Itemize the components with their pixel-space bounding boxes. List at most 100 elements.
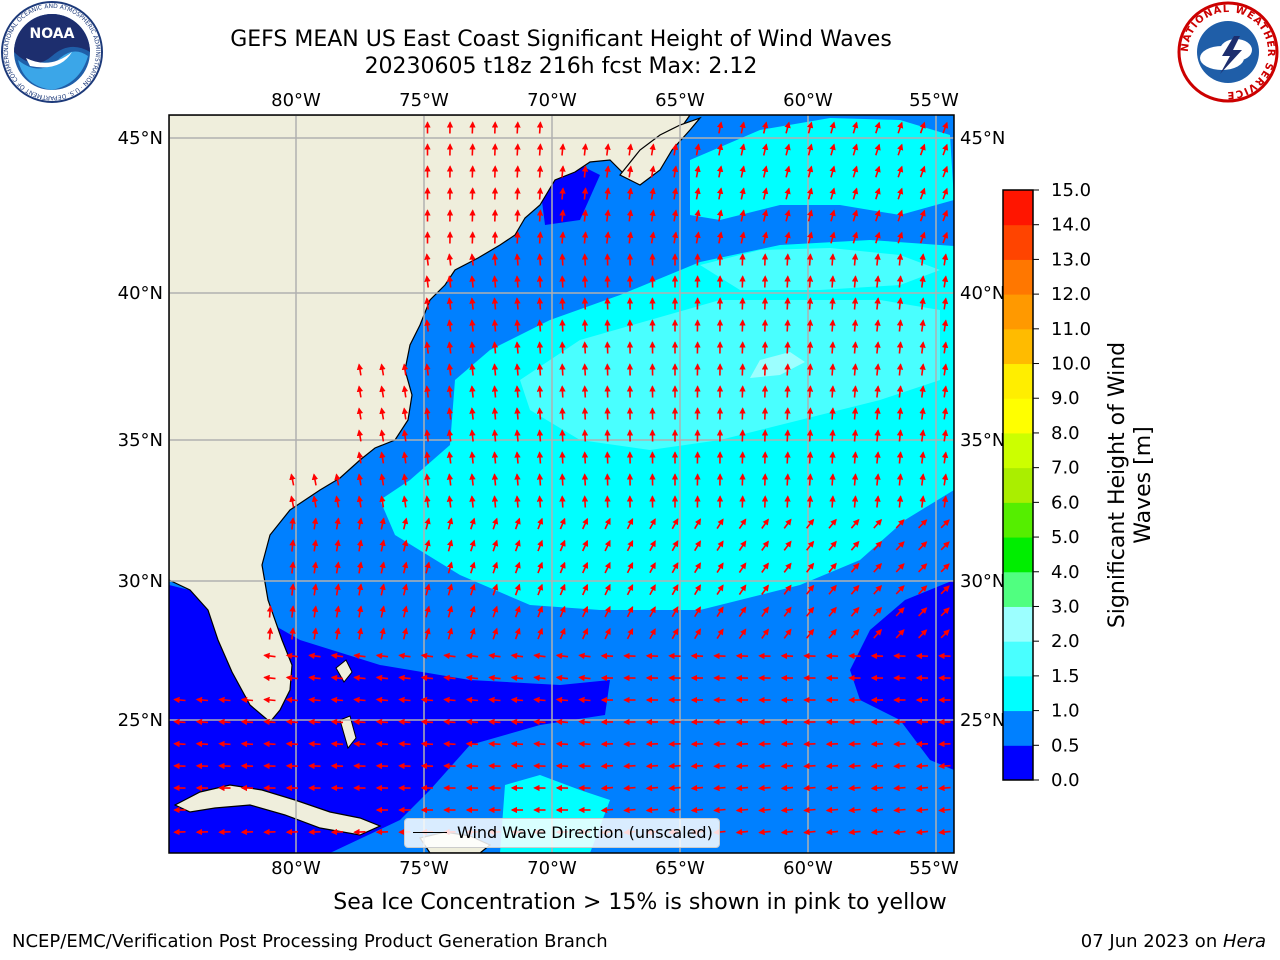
wind-wave-arrow bbox=[805, 518, 815, 529]
wind-wave-arrow bbox=[758, 806, 771, 814]
wind-wave-arrow bbox=[941, 297, 949, 310]
wind-wave-arrow bbox=[895, 541, 905, 551]
colorbar-tick-label: 3.0 bbox=[1051, 596, 1080, 617]
wind-wave-arrow bbox=[739, 187, 746, 200]
wind-wave-arrow bbox=[780, 828, 794, 836]
wind-wave-arrow bbox=[874, 385, 881, 398]
wind-wave-arrow bbox=[806, 363, 814, 376]
wind-wave-arrow bbox=[716, 143, 724, 156]
wind-wave-arrow bbox=[465, 674, 479, 682]
wind-wave-arrow bbox=[694, 518, 701, 530]
wind-wave-arrow bbox=[694, 628, 701, 640]
wind-wave-arrow bbox=[895, 585, 905, 595]
wind-wave-arrow bbox=[424, 605, 431, 618]
chart-title: GEFS MEAN US East Coast Significant Heig… bbox=[230, 27, 892, 52]
wind-wave-arrow bbox=[446, 341, 454, 354]
wind-wave-arrow bbox=[829, 495, 836, 508]
wind-wave-arrow bbox=[806, 473, 814, 486]
wind-wave-arrow bbox=[559, 517, 566, 530]
wind-wave-arrow bbox=[941, 473, 949, 486]
wind-wave-arrow bbox=[424, 341, 431, 354]
wind-wave-arrow bbox=[829, 121, 836, 134]
wind-wave-arrow bbox=[536, 165, 544, 178]
wind-wave-arrow bbox=[805, 562, 815, 573]
wind-wave-arrow bbox=[850, 584, 860, 595]
wind-wave-arrow bbox=[401, 605, 409, 618]
colorbar bbox=[1002, 189, 1034, 781]
wind-wave-arrow bbox=[375, 718, 389, 726]
wind-wave-arrow bbox=[492, 517, 499, 530]
wind-wave-arrow bbox=[784, 429, 791, 442]
wind-wave-arrow bbox=[536, 363, 544, 376]
wind-wave-arrow bbox=[848, 762, 861, 770]
wind-wave-arrow bbox=[784, 495, 791, 508]
lon-label: 70°W bbox=[527, 858, 577, 879]
wind-wave-arrow bbox=[806, 407, 814, 420]
wind-wave-arrow bbox=[829, 253, 836, 266]
wind-wave-arrow bbox=[398, 652, 411, 660]
wind-wave-arrow bbox=[424, 495, 431, 508]
wind-wave-arrow bbox=[401, 385, 409, 398]
wind-wave-arrow bbox=[942, 121, 949, 134]
wind-wave-arrow bbox=[874, 143, 881, 156]
wind-wave-arrow bbox=[805, 540, 815, 551]
wind-wave-arrow bbox=[626, 627, 634, 640]
lon-label: 75°W bbox=[399, 90, 449, 111]
wind-wave-arrow bbox=[536, 231, 544, 244]
wind-wave-arrow bbox=[424, 451, 431, 464]
wind-wave-arrow bbox=[510, 652, 524, 660]
wind-wave-arrow bbox=[649, 187, 656, 200]
wind-wave-arrow bbox=[492, 539, 499, 552]
colorbar-tick-label: 11.0 bbox=[1051, 319, 1091, 340]
wind-wave-arrow bbox=[852, 187, 859, 200]
wind-wave-arrow bbox=[559, 297, 566, 310]
wind-wave-arrow bbox=[488, 696, 501, 704]
wind-wave-arrow bbox=[739, 209, 746, 222]
wind-wave-arrow bbox=[420, 696, 434, 704]
wind-wave-arrow bbox=[761, 121, 769, 134]
wind-wave-arrow bbox=[424, 407, 431, 420]
wind-wave-arrow bbox=[806, 187, 814, 200]
wind-wave-arrow bbox=[289, 627, 296, 640]
wind-wave-arrow bbox=[492, 605, 499, 618]
wind-wave-arrow bbox=[311, 561, 319, 574]
wind-wave-arrow bbox=[559, 165, 566, 178]
wind-wave-arrow bbox=[581, 253, 589, 266]
wind-wave-arrow bbox=[401, 561, 409, 574]
wind-wave-arrow bbox=[874, 231, 881, 244]
wind-wave-arrow bbox=[289, 583, 296, 596]
wind-wave-arrow bbox=[379, 473, 386, 486]
lon-label: 75°W bbox=[399, 858, 449, 879]
wind-wave-arrow bbox=[784, 187, 791, 200]
wind-wave-arrow bbox=[915, 762, 929, 770]
footer-date-text: 07 Jun 2023 on bbox=[1080, 931, 1223, 952]
wind-wave-arrow bbox=[940, 563, 950, 573]
wind-wave-arrow bbox=[941, 253, 949, 266]
wind-wave-arrow bbox=[536, 143, 544, 156]
wind-wave-arrow bbox=[806, 319, 814, 332]
wind-wave-arrow bbox=[941, 407, 949, 420]
wind-wave-arrow bbox=[581, 407, 589, 420]
wind-wave-arrow bbox=[510, 674, 524, 682]
wind-wave-arrow bbox=[559, 253, 566, 266]
wind-wave-arrow bbox=[851, 407, 859, 420]
wind-wave-arrow bbox=[401, 539, 409, 552]
wind-wave-arrow bbox=[897, 143, 904, 156]
wind-wave-arrow bbox=[424, 429, 431, 442]
wind-wave-arrow bbox=[851, 451, 859, 464]
wind-wave-arrow bbox=[514, 517, 521, 530]
wind-wave-arrow bbox=[919, 165, 926, 178]
wind-wave-arrow bbox=[828, 628, 837, 639]
wind-wave-arrow bbox=[446, 385, 454, 398]
wind-wave-arrow bbox=[716, 231, 724, 244]
wind-wave-arrow bbox=[446, 407, 454, 420]
wind-wave-arrow bbox=[424, 627, 431, 640]
wind-wave-arrow bbox=[446, 253, 454, 266]
wind-wave-arrow bbox=[780, 762, 794, 770]
wind-wave-arrow bbox=[671, 209, 679, 222]
wind-wave-arrow bbox=[761, 165, 769, 178]
wind-wave-arrow bbox=[626, 539, 634, 552]
wave-band-mid-north bbox=[690, 118, 954, 220]
colorbar-tick-label: 2.0 bbox=[1051, 631, 1080, 652]
wind-wave-arrow bbox=[893, 806, 906, 814]
